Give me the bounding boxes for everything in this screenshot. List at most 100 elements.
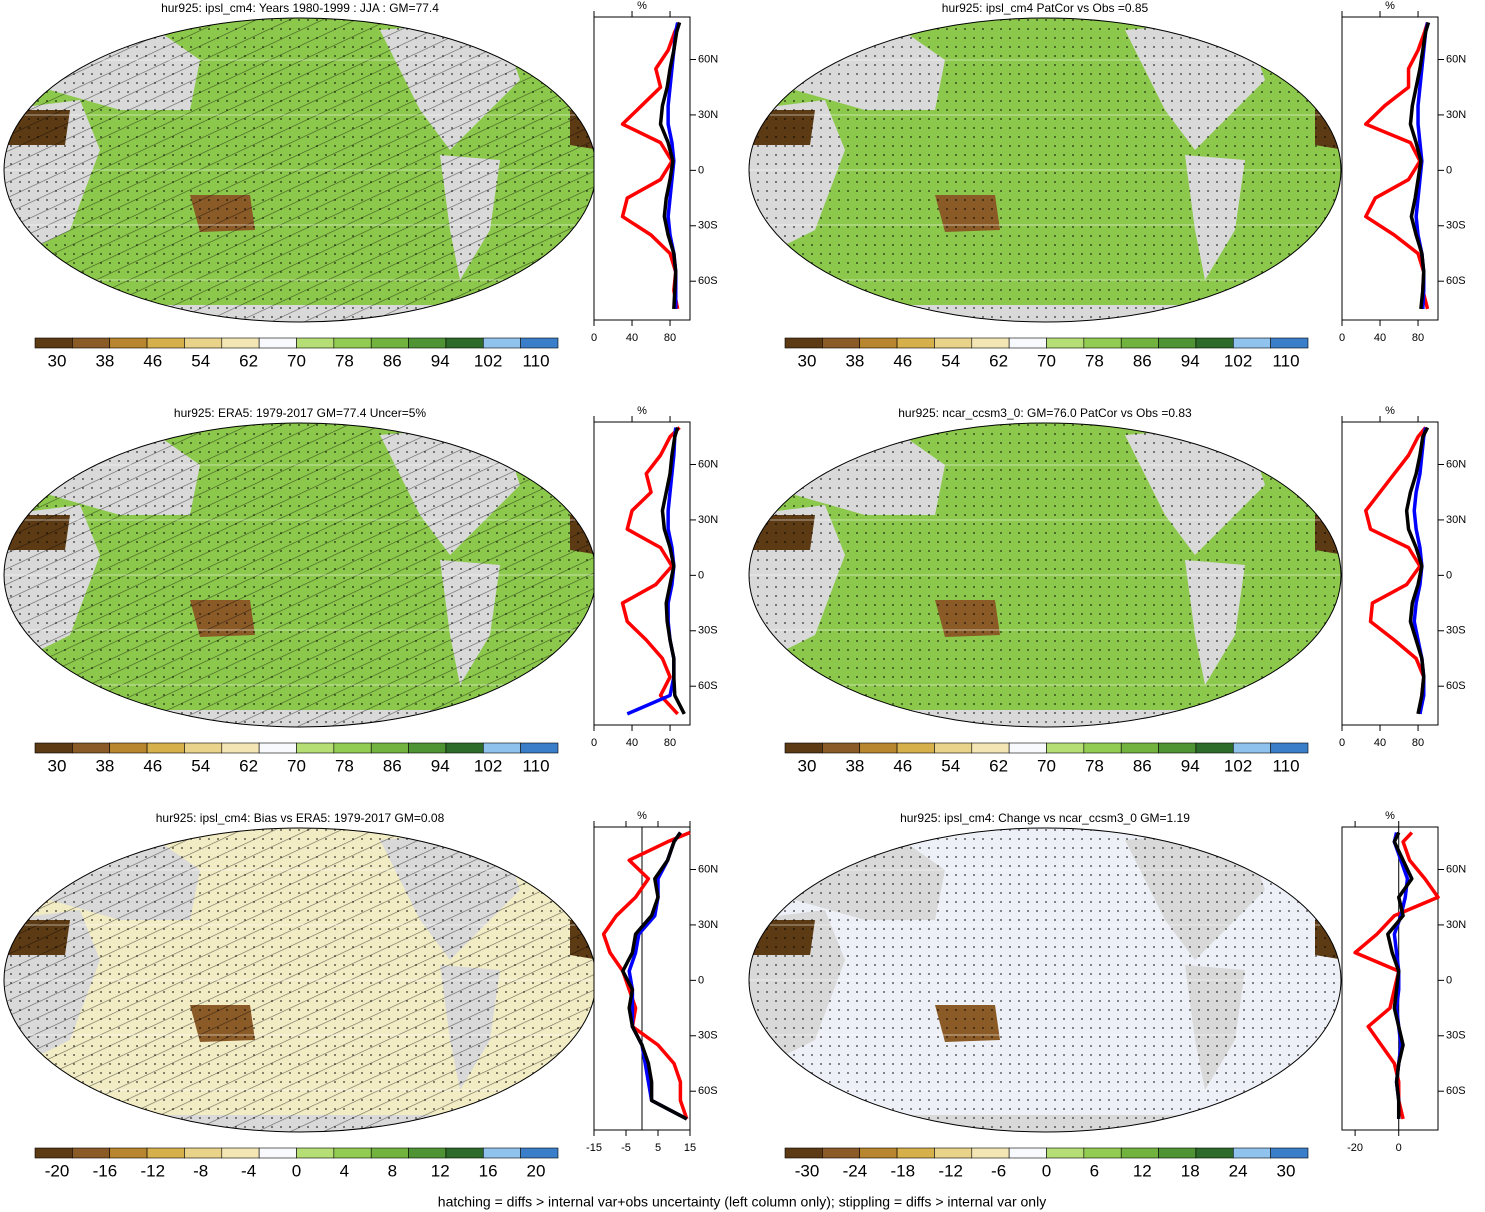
colorbar-box bbox=[1083, 337, 1122, 349]
colorbar-box bbox=[184, 1147, 223, 1159]
colorbar-box bbox=[1083, 1147, 1122, 1159]
colorbar-label: 30 bbox=[48, 756, 67, 775]
tick-label: 80 bbox=[1412, 332, 1424, 344]
tick-label: 30S bbox=[698, 220, 718, 232]
colorbar-box bbox=[971, 337, 1010, 349]
profile-line bbox=[1386, 831, 1414, 1119]
colorbar-box bbox=[408, 742, 447, 754]
colorbar-box bbox=[72, 742, 111, 754]
colorbar-box bbox=[1046, 337, 1085, 349]
colorbar-box bbox=[482, 742, 521, 754]
colorbar-box bbox=[784, 1147, 823, 1159]
plot-frame bbox=[1341, 826, 1439, 1131]
colorbar-box bbox=[221, 742, 260, 754]
colorbar-box bbox=[1046, 1147, 1085, 1159]
tick-label: 5 bbox=[655, 1142, 661, 1154]
colorbar-label: 78 bbox=[335, 351, 354, 370]
colorbar-label: 86 bbox=[383, 351, 402, 370]
colorbar-label: 54 bbox=[191, 351, 210, 370]
colorbar-label: 70 bbox=[287, 756, 306, 775]
tick-label: 60S bbox=[698, 1085, 718, 1097]
colorbar-label: 110 bbox=[1272, 756, 1299, 775]
tick-label: 30S bbox=[698, 1030, 718, 1042]
colorbar-label: 62 bbox=[989, 351, 1008, 370]
colorbar-box bbox=[258, 1147, 297, 1159]
colorbar-box bbox=[109, 742, 148, 754]
colorbar-box bbox=[822, 742, 861, 754]
colorbar-label: 46 bbox=[143, 756, 162, 775]
colorbar-box bbox=[1046, 742, 1085, 754]
colorbar-label: -24 bbox=[843, 1161, 868, 1180]
tick-label: 80 bbox=[664, 737, 676, 749]
colorbar-label: 86 bbox=[383, 756, 402, 775]
colorbar-box bbox=[1158, 337, 1197, 349]
colorbar-label: 78 bbox=[335, 756, 354, 775]
axis-label: % bbox=[1385, 405, 1395, 417]
colorbar-box bbox=[1158, 1147, 1197, 1159]
colorbar-label: 0 bbox=[292, 1161, 301, 1180]
colorbar-box bbox=[296, 337, 335, 349]
tick-label: 30S bbox=[698, 625, 718, 637]
colorbar-label: 110 bbox=[1272, 351, 1299, 370]
colorbar-label: 4 bbox=[340, 1161, 349, 1180]
colorbar-box bbox=[34, 337, 73, 349]
footer: hatching = diffs > internal var+obs unce… bbox=[438, 1194, 1046, 1210]
tick-label: 60S bbox=[1446, 1085, 1466, 1097]
colorbar-label: 54 bbox=[191, 756, 210, 775]
colorbar-label: 30 bbox=[798, 756, 817, 775]
tick-label: 15 bbox=[684, 1142, 696, 1154]
colorbar-label: -30 bbox=[795, 1161, 820, 1180]
tick-label: 60S bbox=[698, 680, 718, 692]
colorbar-label: 70 bbox=[1037, 351, 1056, 370]
colorbar-label: 94 bbox=[1181, 756, 1200, 775]
map bbox=[4, 828, 596, 1132]
colorbar-box bbox=[1120, 742, 1159, 754]
tick-label: 40 bbox=[626, 332, 638, 344]
colorbar-box bbox=[296, 1147, 335, 1159]
colorbar-box bbox=[184, 337, 223, 349]
colorbar-box bbox=[1008, 742, 1047, 754]
colorbar-label: 38 bbox=[845, 351, 864, 370]
tick-label: 0 bbox=[1446, 164, 1452, 176]
tick-label: 0 bbox=[698, 164, 704, 176]
colorbar-box bbox=[1232, 742, 1271, 754]
tick-label: 0 bbox=[1339, 737, 1345, 749]
tick-label: 40 bbox=[1374, 332, 1386, 344]
tick-label: 60S bbox=[1446, 680, 1466, 692]
colorbar-box bbox=[1195, 337, 1234, 349]
map-border bbox=[748, 17, 1342, 323]
axis-label: % bbox=[637, 0, 647, 12]
colorbar-box bbox=[34, 1147, 73, 1159]
colorbar-box bbox=[370, 1147, 409, 1159]
colorbar-box bbox=[1270, 337, 1309, 349]
colorbar-box bbox=[859, 1147, 898, 1159]
profile-line bbox=[1404, 426, 1430, 715]
tick-label: 0 bbox=[1396, 1142, 1402, 1154]
colorbar-box bbox=[1195, 1147, 1234, 1159]
colorbar-box bbox=[896, 742, 935, 754]
colorbar-box bbox=[896, 337, 935, 349]
map bbox=[749, 423, 1341, 727]
colorbar-label: 102 bbox=[1224, 351, 1252, 370]
tick-label: 30N bbox=[1446, 919, 1466, 931]
profile-line bbox=[621, 831, 688, 1121]
colorbar-box bbox=[109, 1147, 148, 1159]
colorbar-box bbox=[784, 742, 823, 754]
colorbar-label: 12 bbox=[1133, 1161, 1152, 1180]
colorbar-box bbox=[971, 1147, 1010, 1159]
colorbar-label: -8 bbox=[193, 1161, 208, 1180]
tick-label: 30N bbox=[1446, 514, 1466, 526]
colorbar-label: 62 bbox=[239, 351, 258, 370]
colorbar-box bbox=[1083, 742, 1122, 754]
colorbar-label: 46 bbox=[143, 351, 162, 370]
colorbar-box bbox=[333, 742, 372, 754]
colorbar-box bbox=[520, 742, 559, 754]
colorbar-label: 24 bbox=[1229, 1161, 1248, 1180]
colorbar-label: 102 bbox=[474, 351, 502, 370]
colorbar-box bbox=[934, 1147, 973, 1159]
colorbar-label: 86 bbox=[1133, 756, 1152, 775]
colorbar-label: 20 bbox=[527, 1161, 546, 1180]
tick-label: 30N bbox=[698, 514, 718, 526]
map-title: hur925: ipsl_cm4: Years 1980-1999 : JJA … bbox=[161, 1, 439, 15]
colorbar-label: -12 bbox=[938, 1161, 963, 1180]
